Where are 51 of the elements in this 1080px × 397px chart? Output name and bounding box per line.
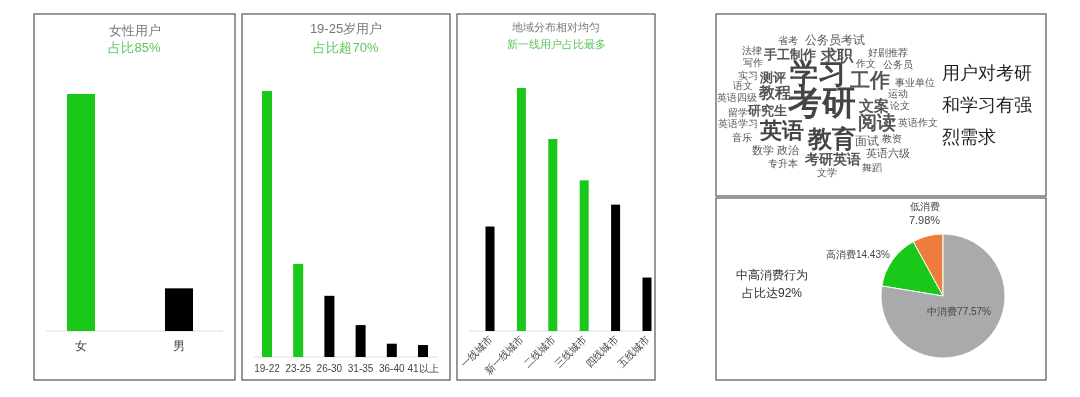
text: 公务员考试	[805, 33, 865, 47]
slice-label: 高消费14.43%	[825, 249, 890, 261]
text: 写作	[743, 56, 763, 68]
text: 实习	[738, 69, 758, 81]
text: 论文	[890, 99, 910, 111]
chart-title: 地域分布相对均匀	[511, 21, 600, 33]
text: 语文	[733, 79, 753, 91]
x-tick-label: 女	[75, 339, 87, 353]
text: 公务员	[883, 58, 913, 70]
text: 数学	[752, 144, 774, 156]
text: 英语学习	[718, 117, 758, 129]
text: 英语	[759, 117, 804, 143]
text: 省考	[778, 34, 798, 46]
text: 手工制作	[763, 46, 816, 62]
chart-title: 19-25岁用户	[309, 21, 383, 36]
text: 测评	[759, 69, 786, 85]
text: 留学	[728, 106, 748, 118]
slice-label: 中消费77.57%	[927, 305, 992, 317]
text: 考研英语	[804, 151, 861, 167]
chart-subtitle: 新一线用户占比最多	[506, 38, 606, 50]
text: 教育	[807, 124, 856, 152]
text: 事业单位	[895, 76, 935, 88]
x-tick-label: 男	[173, 339, 185, 353]
text: 英语四级	[717, 91, 757, 103]
text: 文学	[817, 166, 837, 178]
slice-label: 低消费	[909, 200, 940, 212]
text: 用户对考研和学习有强烈需求	[942, 63, 1032, 147]
chart-subtitle: 占比超70%	[313, 40, 379, 55]
text: 专升本	[768, 157, 798, 169]
text: 好剧推荐	[868, 46, 908, 58]
text: 政治	[777, 144, 799, 156]
data-label: 7.98%	[908, 213, 941, 226]
text: 舞蹈	[862, 161, 882, 173]
text: 法律	[742, 44, 762, 56]
text: 作文	[855, 57, 876, 69]
text: 教资	[882, 132, 902, 144]
x-tick-label: 23-25	[285, 363, 312, 374]
text: 运动	[888, 87, 908, 99]
text: 面试	[855, 134, 879, 148]
x-tick-label: 26-30	[316, 363, 343, 374]
text: 文案	[858, 96, 889, 114]
text: 音乐	[732, 131, 752, 143]
x-tick-label: 31-35	[347, 363, 374, 374]
text: 英语作文	[898, 116, 938, 128]
x-tick-label: 36-40	[379, 363, 406, 374]
x-tick-label: 41以上	[407, 363, 439, 374]
chart-title: 女性用户	[108, 23, 161, 38]
x-tick-label: 19-22	[254, 363, 281, 374]
chart-subtitle: 占比85%	[108, 40, 161, 55]
text: 中高消费行为占比达92%	[736, 268, 808, 300]
text: 英语六级	[866, 147, 910, 159]
